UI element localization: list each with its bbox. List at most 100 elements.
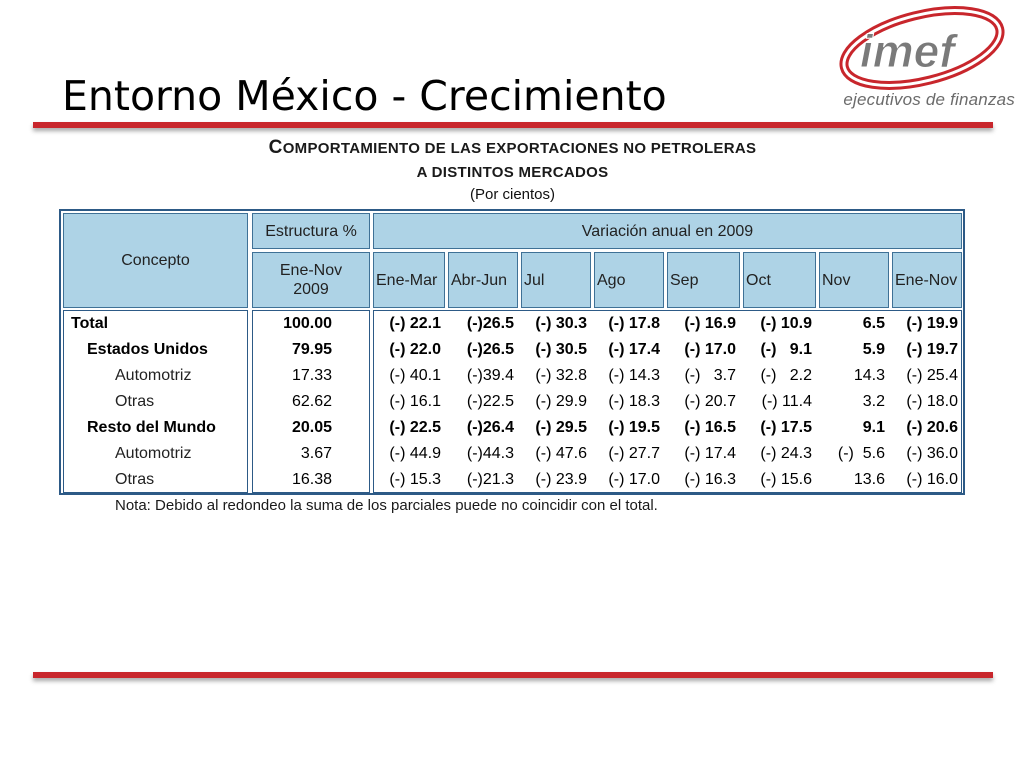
table-title-initial: C [268,137,283,158]
logo-wordmark: imef [860,25,959,77]
slide-title: Entorno México - Crecimiento [62,72,667,120]
row-concept: Estados Unidos [87,341,208,358]
row-value: (-)26.5 [466,315,514,332]
row-concept: Otras [115,393,155,410]
row-value: 14.3 [853,367,885,384]
row-value: (-) 20.6 [906,419,958,436]
row-concept: Resto del Mundo [87,419,216,436]
table-title-rest: OMPORTAMIENTO DE LAS EXPORTACIONES NO PE… [282,140,757,157]
row-value: (-) 17.0 [608,471,660,488]
row-value: (-) 22.0 [389,341,441,358]
header-structure-period-line1: Ene-Nov [279,262,343,279]
row-structure: 62.62 [291,393,332,410]
row-value: (-) 19.7 [906,341,958,358]
row-value: (-) 14.3 [608,367,660,384]
row-concept: Automotriz [115,367,192,384]
row-value: (-) 29.9 [535,393,587,410]
row-value: (-) 25.4 [906,367,958,384]
row-value: (-) 17.8 [608,315,660,332]
row-value: (-) 22.5 [389,419,441,436]
row-value: 3.2 [862,393,885,410]
row-value: (-)26.4 [466,419,514,436]
header-structure-period-line2: 2009 [293,281,329,298]
logo-tagline: ejecutivos de finanzas [843,90,1015,109]
row-value: (-) 2.2 [760,367,812,384]
row-value: (-) 17.5 [760,419,812,436]
row-value: (-) 16.5 [684,419,736,436]
header-period: Ene-Mar [373,252,445,308]
row-value: (-) 11.4 [761,393,812,410]
table-title-line2: A DISTINTOS MERCADOS [416,164,609,181]
row-value: 13.6 [853,471,885,488]
body-values-block [373,310,962,493]
row-value: (-) 3.7 [684,367,736,384]
row-structure: 100.00 [283,315,332,332]
row-value: (-) 22.1 [389,315,441,332]
row-structure: 20.05 [291,419,332,436]
row-value: (-) 15.3 [389,471,441,488]
row-value: (-) 47.6 [535,445,587,462]
bottom-divider [33,672,993,678]
header-period: Ago [594,252,664,308]
table-note: Nota: Debido al redondeo la suma de los … [115,497,658,514]
row-value: (-) 17.0 [684,341,736,358]
row-value: (-) 32.8 [535,367,587,384]
row-structure: 17.33 [291,367,332,384]
row-value: (-) 16.0 [906,471,958,488]
header-period: Jul [521,252,591,308]
table-title: COMPORTAMIENTO DE LAS EXPORTACIONES NO P… [60,137,965,159]
row-value: (-) 15.6 [760,471,812,488]
row-value: (-)26.5 [466,341,514,358]
row-value: (-) 20.7 [684,393,736,410]
row-structure: 79.95 [291,341,332,358]
row-value: (-) 16.9 [684,315,736,332]
row-value: (-) 44.9 [389,445,441,462]
row-value: (-) 23.9 [535,471,587,488]
row-value: (-)44.3 [466,445,514,462]
row-structure: 16.38 [291,471,332,488]
row-value: (-) 27.7 [608,445,660,462]
row-value: (-) 18.3 [608,393,660,410]
header-period: Oct [743,252,816,308]
body-structure-block [252,310,370,493]
row-value: (-)21.3 [466,471,514,488]
header-variation: Variación anual en 2009 [373,213,962,249]
header-period: Abr-Jun [448,252,518,308]
row-value: (-) 9.1 [760,341,812,358]
row-value: (-) 16.3 [684,471,736,488]
header-period: Ene-Nov [892,252,962,308]
imef-logo-mark: imef [839,6,1005,90]
row-value: 5.9 [862,341,885,358]
table-units: (Por cientos) [469,186,556,203]
row-value: (-) 30.5 [535,341,587,358]
row-value: (-)22.5 [466,393,514,410]
header-period: Nov [819,252,889,308]
header-structure: Estructura % [252,213,370,249]
top-divider [33,122,993,128]
row-concept: Otras [115,471,155,488]
row-value: (-) 40.1 [389,367,441,384]
header-period: Sep [667,252,740,308]
row-structure: 3.67 [300,445,332,462]
header-concept: Concepto [63,213,248,308]
row-value: (-) 24.3 [760,445,812,462]
header-structure-period: Ene-Nov 2009 [252,252,370,308]
row-value: (-) 10.9 [760,315,812,332]
row-value: 6.5 [862,315,885,332]
row-value: (-) 36.0 [906,445,958,462]
exports-table: Concepto Estructura % Ene-Nov 2009 Varia… [59,209,965,495]
row-value: (-)39.4 [466,367,514,384]
row-value: 9.1 [862,419,885,436]
row-value: (-) 16.1 [389,393,441,410]
row-value: (-) 29.5 [535,419,587,436]
row-value: (-) 18.0 [906,393,958,410]
imef-logo: imef ejecutivos de finanzas [810,4,1020,116]
row-value: (-) 5.6 [837,445,885,462]
row-value: (-) 19.5 [608,419,660,436]
row-concept: Automotriz [115,445,192,462]
row-value: (-) 17.4 [608,341,660,358]
row-value: (-) 19.9 [906,315,958,332]
row-value: (-) 30.3 [535,315,587,332]
row-concept: Total [71,315,109,332]
row-value: (-) 17.4 [684,445,736,462]
